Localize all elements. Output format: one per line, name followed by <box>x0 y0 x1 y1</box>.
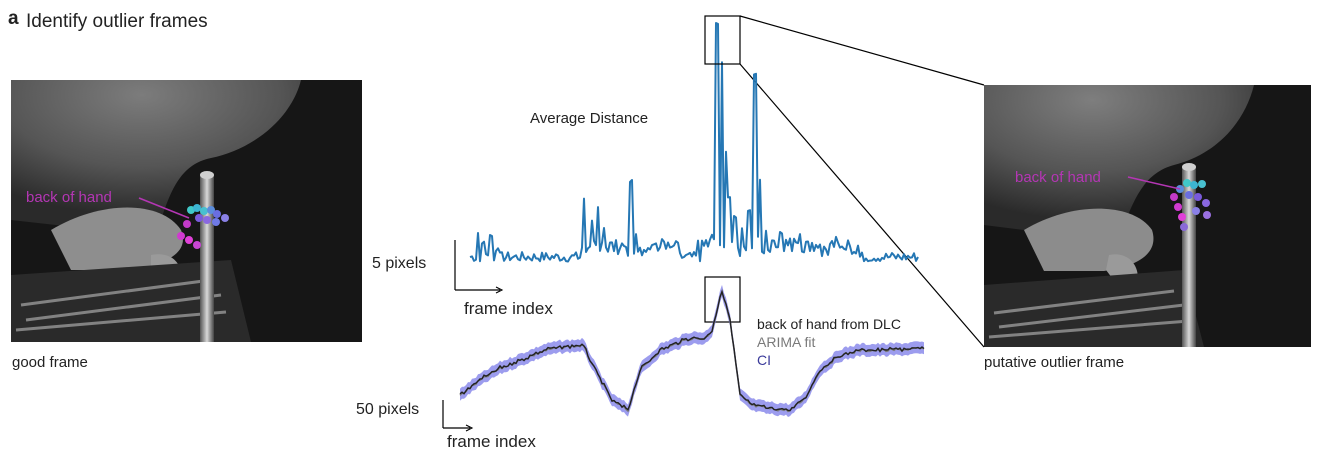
top-scalebar-x-label: frame index <box>464 299 553 318</box>
outlier-highlight-box-bottom <box>704 276 741 323</box>
average-distance-title: Average Distance <box>530 110 649 127</box>
panel-title: Identify outlier frames <box>26 11 208 32</box>
right-bodypart-label: back of hand <box>1015 169 1101 186</box>
ci-band <box>460 284 924 417</box>
right-keypoints <box>1170 179 1211 231</box>
legend-item-ci: CI <box>757 352 771 368</box>
bottom-scalebar-x-label: frame index <box>447 432 536 451</box>
good-frame-image <box>11 80 362 342</box>
average-distance-trace <box>469 22 919 263</box>
legend-item-arima: ARIMA fit <box>757 334 816 350</box>
panel-letter: a <box>8 8 19 29</box>
bottom-trace-legend: back of hand from DLC ARIMA fit CI <box>757 315 901 369</box>
top-scalebar <box>454 240 504 294</box>
outlier-frame-caption: putative outlier frame <box>984 354 1125 371</box>
good-frame-caption: good frame <box>12 354 88 371</box>
left-keypoints <box>177 204 229 249</box>
zoom-line-bottom <box>739 63 985 348</box>
legend-item-dlc: back of hand from DLC <box>757 316 901 332</box>
outlier-frame-image <box>984 85 1311 347</box>
bottom-scalebar <box>442 400 474 432</box>
left-bodypart-label: back of hand <box>26 189 112 206</box>
zoom-line-top <box>739 15 985 86</box>
outlier-highlight-box-top <box>704 15 741 65</box>
bottom-scalebar-y-label: 50 pixels <box>356 401 420 418</box>
dlc-trace <box>459 289 925 412</box>
top-scalebar-y-label: 5 pixels <box>372 255 427 272</box>
